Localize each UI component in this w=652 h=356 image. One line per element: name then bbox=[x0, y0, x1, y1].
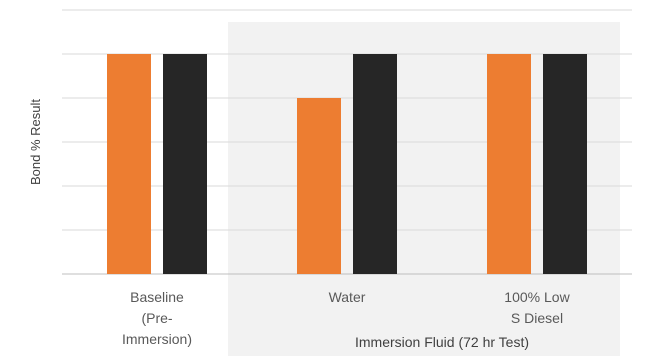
x-tick-label: Immersion) bbox=[122, 331, 192, 347]
x-tick-label: Baseline bbox=[130, 289, 184, 305]
group-bracket-label: Immersion Fluid (72 hr Test) bbox=[355, 334, 529, 350]
y-axis-title: Bond % Result bbox=[28, 99, 43, 185]
bars bbox=[107, 54, 587, 274]
x-tick-label: S Diesel bbox=[511, 310, 563, 326]
x-tick-label: (Pre- bbox=[141, 310, 172, 326]
bar-series-2-category-1 bbox=[163, 54, 207, 274]
bar-series-1-category-2 bbox=[297, 98, 341, 274]
bar-series-2-category-2 bbox=[353, 54, 397, 274]
bar-series-1-category-3 bbox=[487, 54, 531, 274]
x-tick-label: 100% Low bbox=[504, 289, 570, 305]
x-tick-labels: Baseline (Pre- Immersion) Water 100% Low S Di… bbox=[122, 289, 571, 347]
bar-series-2-category-3 bbox=[543, 54, 587, 274]
gridlines bbox=[62, 9, 632, 275]
bar-series-1-category-1 bbox=[107, 54, 151, 274]
x-tick-label: Water bbox=[329, 289, 366, 305]
